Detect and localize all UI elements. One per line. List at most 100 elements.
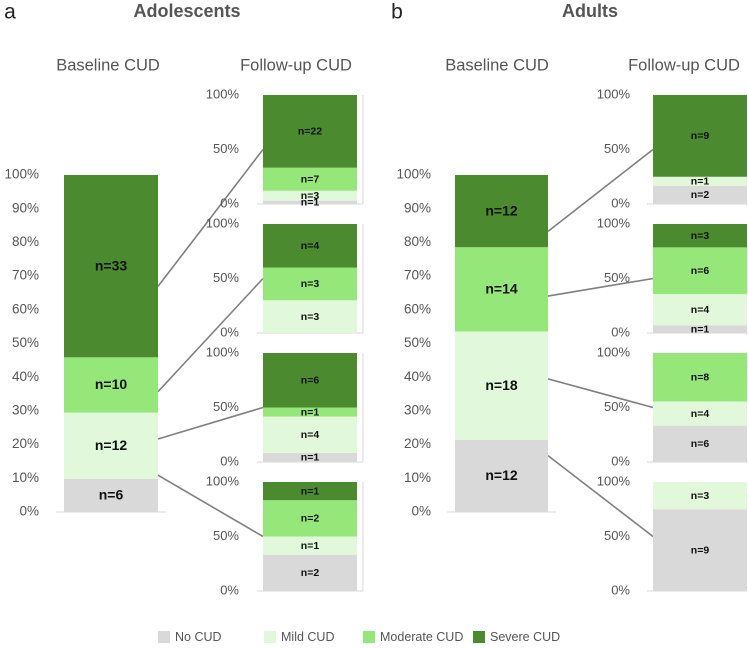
panel-b-followup-3-tick: 50%: [604, 399, 630, 414]
panel-a-baseline-segment-severe-cud: [64, 175, 158, 358]
panel-a-followup-1-segment-moderate-cud: [263, 167, 357, 191]
legend-label-severe-cud: Severe CUD: [490, 630, 560, 644]
panel-a-letter: a: [4, 1, 16, 24]
panel-b-baseline-label-severe-cud: n=12: [485, 202, 518, 218]
panel-b-title: Adults: [562, 1, 618, 21]
panel-a-baseline-title: Baseline CUD: [56, 56, 160, 74]
panel-a-baseline-tick: 0%: [19, 504, 39, 519]
panel-b-followup-1-label-severe-cud: n=9: [691, 130, 710, 142]
panel-a-followup-3-segment-moderate-cud: [263, 407, 357, 417]
panel-b-followup-4-segment-no-cud: [653, 509, 747, 591]
panel-b-baseline-tick: 10%: [404, 470, 431, 485]
panel-b-followup-3-tick: 0%: [611, 453, 630, 468]
panel-b-followup-1-label-mild-cud: n=1: [691, 176, 710, 188]
panel-b-baseline-tick: 20%: [404, 436, 431, 451]
panel-b-followup-4-tick: 50%: [604, 528, 630, 543]
panel-a-followup-1-label-severe-cud: n=22: [298, 126, 322, 138]
panel-b-followup-3-label-mild-cud: n=4: [691, 408, 710, 420]
panel-a-followup-2-segment-moderate-cud: [263, 267, 357, 301]
panel-b-followup-1-tick: 50%: [604, 141, 630, 156]
panel-a-connector-no-cud: [157, 474, 264, 538]
panel-b-followup-1-segment-severe-cud: [653, 95, 747, 177]
panel-a-connector-moderate-cud: [157, 277, 264, 393]
panel-a-followup-4-label-no-cud: n=2: [301, 567, 320, 579]
panel-a-followup-3-tick: 50%: [213, 399, 239, 414]
panel-a-followup-4-label-moderate-cud: n=2: [301, 513, 320, 525]
panel-b-baseline-segment-no-cud: [455, 439, 548, 512]
panel-a-followup-3-label-no-cud: n=1: [301, 452, 320, 464]
panel-b-followup-3-segment-mild-cud: [653, 401, 747, 426]
panel-b-followup-2-segment-moderate-cud: [653, 247, 747, 295]
panel-b-followup-1-segment-mild-cud: [653, 176, 747, 186]
panel-b-followup-2-label-moderate-cud: n=6: [691, 265, 710, 277]
panel-a-baseline-label-moderate-cud: n=10: [95, 376, 128, 392]
panel-a-followup-1-label-no-cud: n=1: [301, 197, 320, 209]
panel-b-baseline-tick: 0%: [411, 504, 431, 519]
panel-b-baseline-tick: 100%: [396, 167, 431, 182]
panel-a-baseline-label-severe-cud: n=33: [95, 257, 128, 273]
panel-b-followup-title: Follow-up CUD: [628, 56, 740, 74]
panel-b-baseline-tick: 30%: [404, 402, 431, 417]
panel-a-followup-4-label-mild-cud: n=1: [301, 540, 320, 552]
panel-b-followup-3-segment-moderate-cud: [653, 353, 747, 402]
panel-b-baseline-tick: 60%: [404, 301, 431, 316]
panel-b-followup-2-segment-severe-cud: [653, 224, 747, 248]
panel-a-baseline-label-mild-cud: n=12: [95, 437, 128, 453]
panel-b-baseline-title: Baseline CUD: [445, 56, 549, 74]
panel-b-followup-3-label-no-cud: n=6: [691, 438, 710, 450]
panel-a-followup-1-tick: 0%: [220, 195, 239, 210]
panel-b-baseline-tick: 90%: [404, 200, 431, 215]
legend-label-mild-cud: Mild CUD: [281, 630, 334, 644]
panel-a-followup-3-tick: 100%: [206, 344, 240, 359]
panel-b-connector-no-cud: [547, 455, 654, 538]
panel-a-followup-4-label-severe-cud: n=1: [301, 485, 320, 497]
panel-a-followup-2-segment-severe-cud: [263, 224, 357, 268]
legend-label-moderate-cud: Moderate CUD: [380, 630, 463, 644]
panel-a-followup-3-segment-severe-cud: [263, 353, 357, 408]
panel-a-followup-2-tick: 0%: [220, 324, 239, 339]
panel-b-followup-3-segment-no-cud: [653, 425, 747, 462]
panel-b-followup-3-label-moderate-cud: n=8: [691, 372, 710, 384]
panel-b-baseline-tick: 70%: [404, 268, 431, 283]
panel-a-baseline-tick: 20%: [12, 436, 39, 451]
panel-a-followup-3-label-severe-cud: n=6: [301, 375, 320, 387]
panel-b-letter: b: [391, 1, 403, 24]
panel-b-followup-2-segment-mild-cud: [653, 294, 747, 326]
panel-b-followup-2-label-severe-cud: n=3: [691, 230, 710, 242]
panel-b-followup-2-segment-no-cud: [653, 325, 747, 333]
panel-b-baseline-label-no-cud: n=12: [485, 467, 518, 483]
panel-a-baseline-segment-moderate-cud: [64, 357, 158, 413]
panel-a-followup-1-segment-severe-cud: [263, 95, 357, 168]
panel-b-baseline-label-moderate-cud: n=14: [485, 281, 518, 297]
panel-b-baseline-tick: 40%: [404, 369, 431, 384]
panel-a-followup-1-segment-no-cud: [263, 200, 357, 204]
panel-a-baseline-tick: 60%: [12, 301, 39, 316]
panel-b-followup-2-label-mild-cud: n=4: [691, 304, 710, 316]
legend-swatch-moderate-cud: [363, 631, 375, 643]
legend-label-no-cud: No CUD: [175, 630, 222, 644]
panel-a-followup-2-tick: 50%: [213, 270, 239, 285]
panel-b-connector-severe-cud: [547, 148, 654, 232]
bars-layer: [56, 95, 748, 643]
panel-b-followup-2-tick: 100%: [597, 215, 631, 230]
panel-b-baseline-tick: 80%: [404, 234, 431, 249]
panel-b-followup-4-segment-mild-cud: [653, 482, 747, 510]
panel-b-followup-2-label-no-cud: n=1: [691, 323, 710, 335]
panel-a-followup-1-label-mild-cud: n=3: [301, 190, 320, 202]
panel-a-followup-title: Follow-up CUD: [240, 56, 352, 74]
panel-a-followup-4-segment-severe-cud: [263, 482, 357, 501]
panel-a-connector-mild-cud: [157, 406, 264, 440]
panel-a-followup-3-label-moderate-cud: n=1: [301, 406, 320, 418]
panel-a-followup-2-label-severe-cud: n=4: [301, 240, 320, 252]
panel-b-baseline-segment-moderate-cud: [455, 247, 548, 332]
panel-a-baseline-label-no-cud: n=6: [99, 487, 124, 503]
panel-a-connector-severe-cud: [157, 149, 264, 287]
panel-a-baseline-tick: 100%: [4, 167, 39, 182]
panel-a-followup-1-tick: 100%: [206, 86, 240, 101]
panel-a-followup-2-segment-mild-cud: [263, 300, 357, 333]
panel-b-followup-4-tick: 0%: [611, 582, 630, 597]
panel-b-followup-2-tick: 50%: [604, 270, 630, 285]
panel-a-followup-2-tick: 100%: [206, 215, 240, 230]
panel-b-baseline-segment-mild-cud: [455, 331, 548, 440]
panel-a-baseline-segment-mild-cud: [64, 412, 158, 479]
